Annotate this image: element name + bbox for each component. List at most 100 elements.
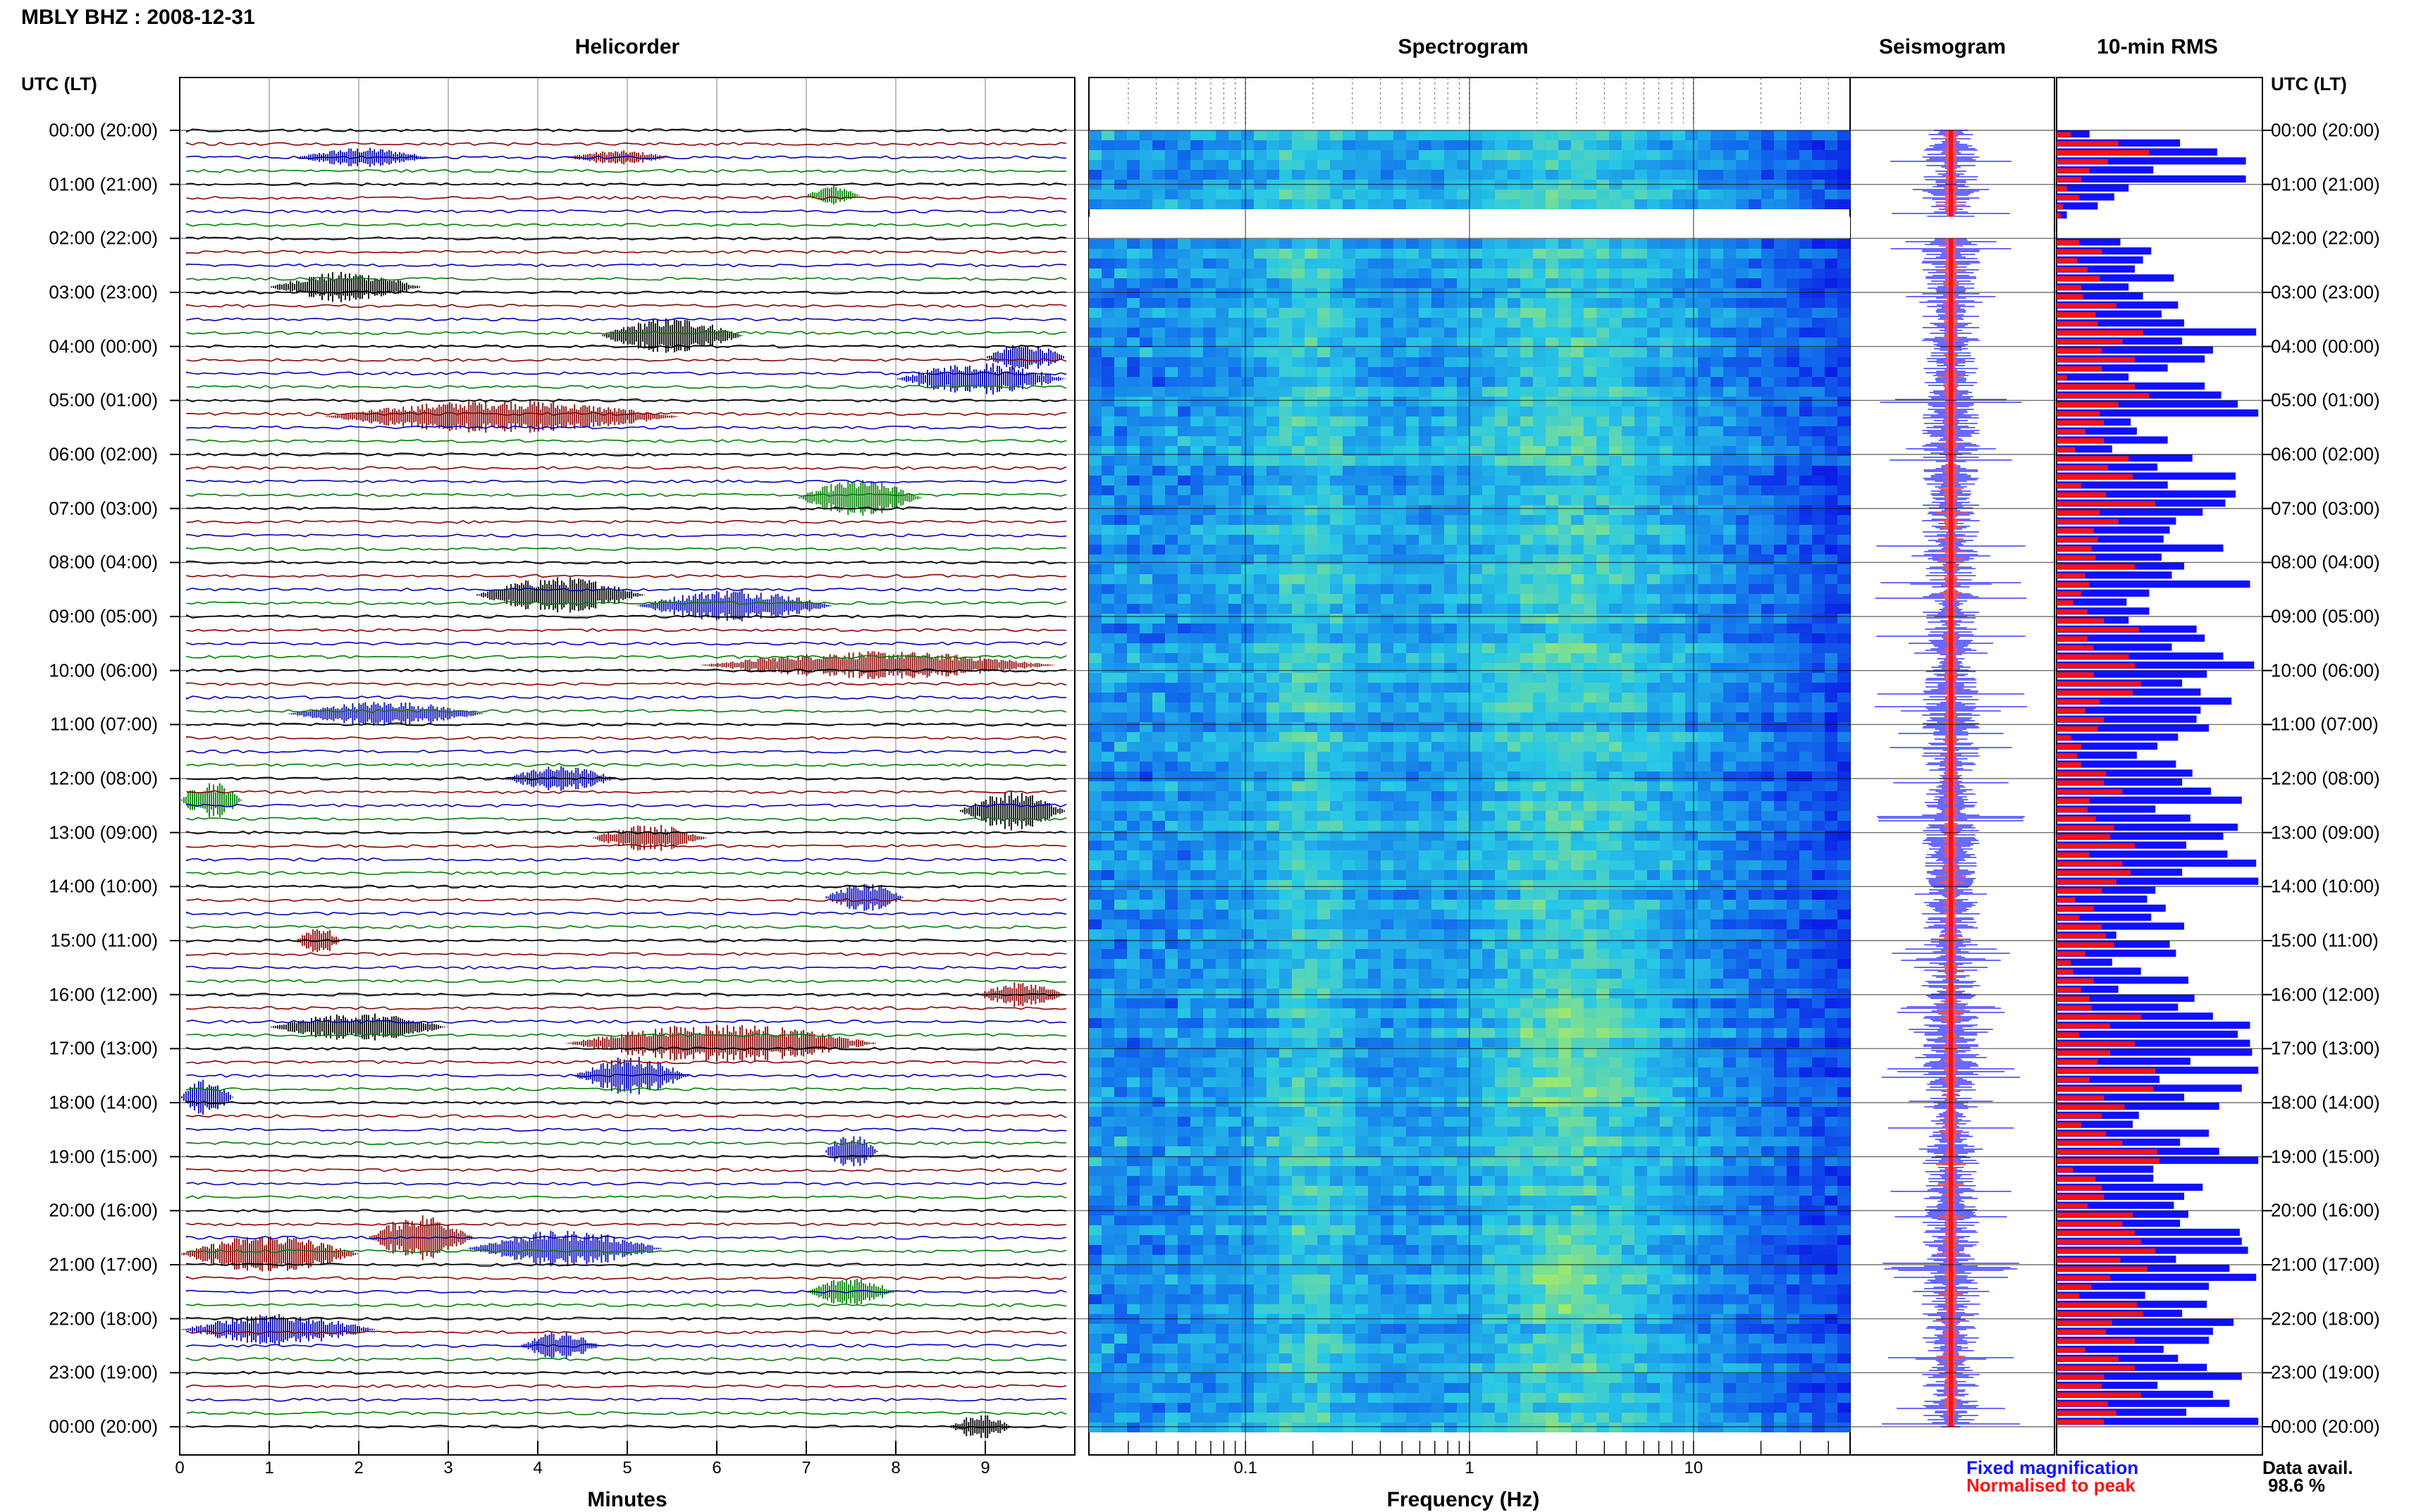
spectrogram-cell (1317, 870, 1331, 880)
spectrogram-cell (1444, 160, 1458, 170)
spectrogram-cell (1444, 259, 1458, 268)
spectrogram-cell (1406, 347, 1419, 357)
spectrogram-cell (1609, 288, 1622, 298)
spectrogram-cell (1152, 377, 1166, 387)
spectrogram-cell (1533, 841, 1546, 850)
spectrogram-cell (1584, 663, 1597, 673)
spectrogram-cell (1165, 781, 1178, 791)
spectrogram-cell (1812, 594, 1825, 604)
spectrogram-cell (1089, 781, 1102, 791)
spectrogram-cell (1406, 732, 1419, 742)
spectrogram-cell (1317, 268, 1331, 278)
spectrogram-cell (1470, 328, 1483, 337)
spectrogram-cell (1431, 929, 1445, 939)
spectrogram-cell (1672, 298, 1686, 308)
spectrogram-cell (1419, 870, 1432, 880)
spectrogram-cell (1190, 752, 1204, 762)
spectrogram-cell (1381, 466, 1394, 476)
spectrogram-cell (1482, 791, 1496, 801)
spectrogram-cell (1533, 584, 1546, 594)
spectrogram-cell (1672, 249, 1686, 259)
spectrogram-cell (1165, 880, 1178, 890)
spectrogram-cell (1837, 742, 1851, 752)
spectrogram-cell (1812, 476, 1825, 485)
spectrogram-cell (1419, 663, 1432, 673)
spectrogram-cell (1812, 318, 1825, 328)
spectrogram-cell (1685, 801, 1699, 811)
spectrogram-cell (1634, 397, 1648, 407)
spectrogram-cell (1305, 337, 1318, 347)
spectrogram-cell (1812, 328, 1825, 337)
spectrogram-cell (1470, 850, 1483, 860)
spectrogram-cell (1571, 288, 1584, 298)
spectrogram-cell (1774, 466, 1787, 476)
spectrogram-cell (1330, 919, 1343, 929)
spectrogram-cell (1089, 436, 1102, 446)
spectrogram-cell (1089, 525, 1102, 535)
spectrogram-cell (1406, 377, 1419, 387)
spectrogram-cell (1431, 624, 1445, 633)
spectrogram-cell (1267, 801, 1280, 811)
spectrogram-cell (1254, 545, 1267, 554)
spectrogram-cell (1723, 949, 1737, 959)
spectrogram-cell (1431, 791, 1445, 801)
spectrogram-cell (1774, 515, 1787, 525)
spectrogram-cell (1660, 919, 1673, 929)
spectrogram-cell (1444, 268, 1458, 278)
spectrogram-cell (1596, 663, 1610, 673)
spectrogram-cell (1203, 624, 1216, 633)
spectrogram-cell (1787, 762, 1800, 772)
spectrogram-cell (1457, 673, 1470, 683)
spectrogram-cell (1634, 347, 1648, 357)
spectrogram-cell (1330, 604, 1343, 614)
spectrogram-cell (1508, 663, 1521, 673)
spectrogram-cell (1457, 466, 1470, 476)
spectrogram-cell (1761, 485, 1775, 495)
spectrogram-cell (1825, 742, 1838, 752)
spectrogram-cell (1787, 919, 1800, 929)
spectrogram-cell (1761, 584, 1775, 594)
spectrogram-cell (1330, 702, 1343, 712)
spectrogram-cell (1774, 900, 1787, 910)
spectrogram-cell (1457, 653, 1470, 663)
spectrogram-cell (1457, 564, 1470, 574)
spectrogram-cell (1178, 880, 1191, 890)
spectrogram-cell (1381, 910, 1394, 919)
spectrogram-cell (1089, 604, 1102, 614)
spectrogram-cell (1368, 347, 1381, 357)
spectrogram-cell (1660, 357, 1673, 367)
spectrogram-cell (1241, 525, 1255, 535)
spectrogram-cell (1457, 407, 1470, 416)
spectrogram-cell (1698, 288, 1711, 298)
spectrogram-cell (1114, 614, 1128, 624)
spectrogram-cell (1698, 919, 1711, 929)
spectrogram-cell (1381, 199, 1394, 209)
spectrogram-cell (1533, 919, 1546, 929)
spectrogram-cell (1228, 485, 1242, 495)
spectrogram-cell (1672, 811, 1686, 821)
spectrogram-cell (1571, 712, 1584, 722)
spectrogram-cell (1355, 407, 1369, 416)
spectrogram-cell (1406, 673, 1419, 683)
spectrogram-cell (1711, 801, 1724, 811)
spectrogram-cell (1241, 900, 1255, 910)
spectrogram-cell (1584, 742, 1597, 752)
spectrogram-cell (1203, 584, 1216, 594)
spectrogram-cell (1381, 436, 1394, 446)
spectrogram-cell (1634, 535, 1648, 545)
spectrogram-cell (1216, 150, 1229, 160)
spectrogram-cell (1837, 456, 1851, 466)
spectrogram-cell (1368, 614, 1381, 624)
spectrogram-cell (1723, 426, 1737, 436)
spectrogram-cell (1431, 801, 1445, 811)
spectrogram-cell (1228, 328, 1242, 337)
spectrogram-cell (1228, 505, 1242, 515)
spectrogram-cell (1711, 160, 1724, 170)
spectrogram-cell (1178, 308, 1191, 318)
spectrogram-cell (1267, 387, 1280, 397)
spectrogram-cell (1343, 288, 1356, 298)
spectrogram-cell (1165, 140, 1178, 150)
spectrogram-cell (1279, 781, 1293, 791)
spectrogram-cell (1799, 870, 1813, 880)
spectrogram-cell (1787, 199, 1800, 209)
